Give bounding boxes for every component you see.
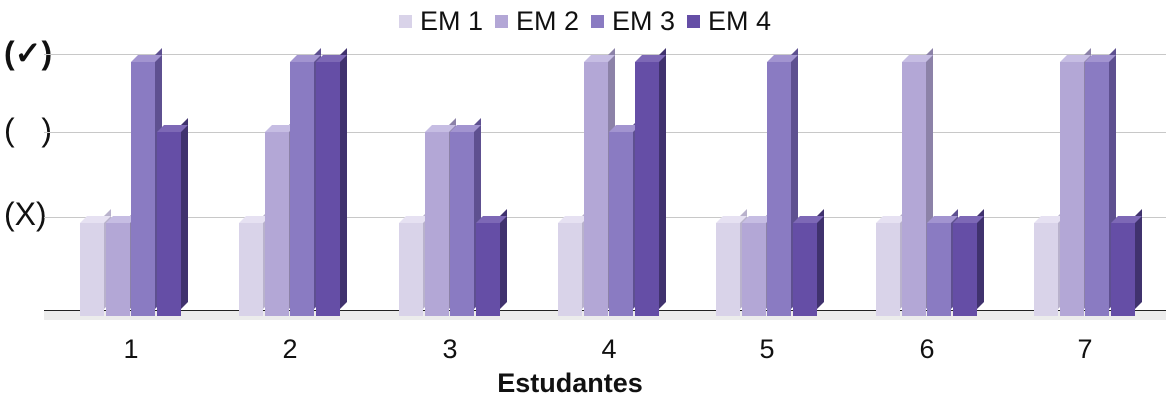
bar-student-1-em2 bbox=[105, 209, 137, 316]
bar-student-7-em4 bbox=[1110, 209, 1142, 316]
x-tick-5: 5 bbox=[759, 334, 775, 364]
bar-student-3-em3 bbox=[450, 118, 481, 316]
bar-student-2-em1 bbox=[239, 209, 270, 316]
legend-label-em1: EM 1 bbox=[419, 6, 483, 36]
bar-student-3-em2 bbox=[424, 118, 456, 316]
bar-student-7-em3 bbox=[1085, 48, 1116, 316]
bar-student-4-em1 bbox=[558, 209, 589, 316]
legend-label-em3: EM 3 bbox=[612, 6, 676, 36]
bar-student-6-em2 bbox=[901, 48, 933, 316]
x-tick-2: 2 bbox=[282, 334, 298, 364]
bar-student-1-em3 bbox=[131, 48, 162, 316]
bar-student-3-em4 bbox=[475, 209, 507, 316]
y-tick-cross: (X) bbox=[4, 196, 47, 232]
bar-student-7-em1 bbox=[1034, 209, 1065, 316]
y-tick-check: (✓) bbox=[4, 35, 53, 71]
x-axis-label: Estudantes bbox=[497, 368, 643, 398]
bar-student-5-em3 bbox=[767, 48, 798, 316]
legend-swatch-em2 bbox=[494, 15, 508, 28]
legend-swatch-em1 bbox=[398, 15, 412, 28]
bar-student-1-em4 bbox=[156, 118, 188, 316]
bar-student-5-em1 bbox=[716, 209, 747, 316]
bar-student-6-em3 bbox=[927, 209, 958, 316]
gridline-check bbox=[44, 54, 1166, 55]
legend-swatch-em3 bbox=[591, 15, 604, 28]
x-tick-3: 3 bbox=[442, 334, 458, 364]
bar-student-2-em3 bbox=[290, 48, 321, 316]
bar-student-1-em1 bbox=[80, 209, 111, 316]
chart-legend: EM 1 EM 2 EM 3 EM 4 bbox=[0, 6, 1170, 37]
bar-student-3-em1 bbox=[399, 209, 430, 316]
legend-swatch-em4 bbox=[687, 15, 701, 28]
bar-student-6-em1 bbox=[876, 209, 907, 316]
x-tick-7: 7 bbox=[1077, 334, 1093, 364]
bar-student-4-em3 bbox=[609, 118, 640, 316]
legend-item-em4: EM 4 bbox=[687, 6, 771, 37]
legend-item-em2: EM 2 bbox=[494, 6, 579, 37]
legend-label-em2: EM 2 bbox=[515, 6, 579, 36]
bar-student-2-em4 bbox=[315, 48, 347, 316]
y-tick-blank: ( ) bbox=[4, 112, 52, 148]
x-tick-4: 4 bbox=[601, 334, 617, 364]
bar-student-2-em2 bbox=[264, 118, 296, 316]
bar-student-4-em2 bbox=[583, 48, 615, 316]
x-tick-6: 6 bbox=[919, 334, 935, 364]
legend-item-em1: EM 1 bbox=[398, 6, 483, 37]
bar-student-4-em4 bbox=[634, 48, 666, 316]
bar-student-5-em4 bbox=[792, 209, 824, 316]
legend-item-em3: EM 3 bbox=[591, 6, 675, 37]
legend-label-em4: EM 4 bbox=[708, 6, 772, 36]
x-tick-1: 1 bbox=[123, 334, 139, 364]
bar-student-6-em4 bbox=[952, 209, 984, 316]
bar-student-7-em2 bbox=[1059, 48, 1091, 316]
bar-student-5-em2 bbox=[741, 209, 773, 316]
